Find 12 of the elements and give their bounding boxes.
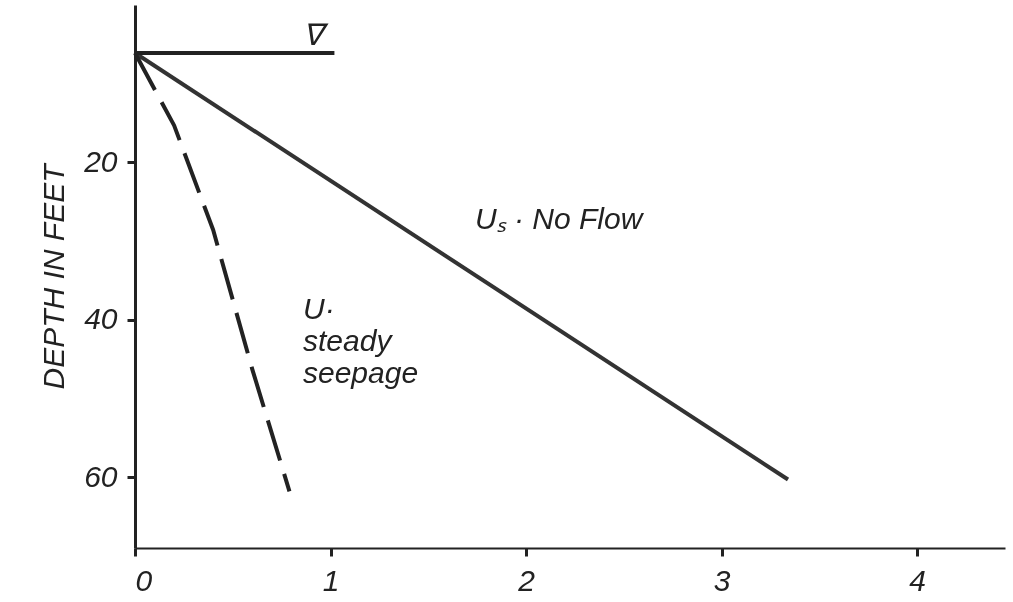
- annotation: U· steady seepage: [303, 292, 419, 389]
- y-tick-label: 60: [84, 459, 118, 493]
- x-tick-label: 3: [713, 563, 731, 597]
- x-tick-label: 1: [322, 563, 340, 597]
- x-tick-label: 2: [517, 563, 536, 597]
- annotation: ∇: [303, 18, 329, 51]
- y-tick-label: 40: [84, 302, 118, 336]
- annotation: Uₛ · No Flow: [475, 202, 645, 235]
- x-tick-label: 4: [909, 563, 926, 597]
- y-axis-title: DEPTH IN FEET: [37, 161, 71, 390]
- x-tick-label: 0: [135, 563, 153, 597]
- y-tick-label: 20: [83, 144, 118, 178]
